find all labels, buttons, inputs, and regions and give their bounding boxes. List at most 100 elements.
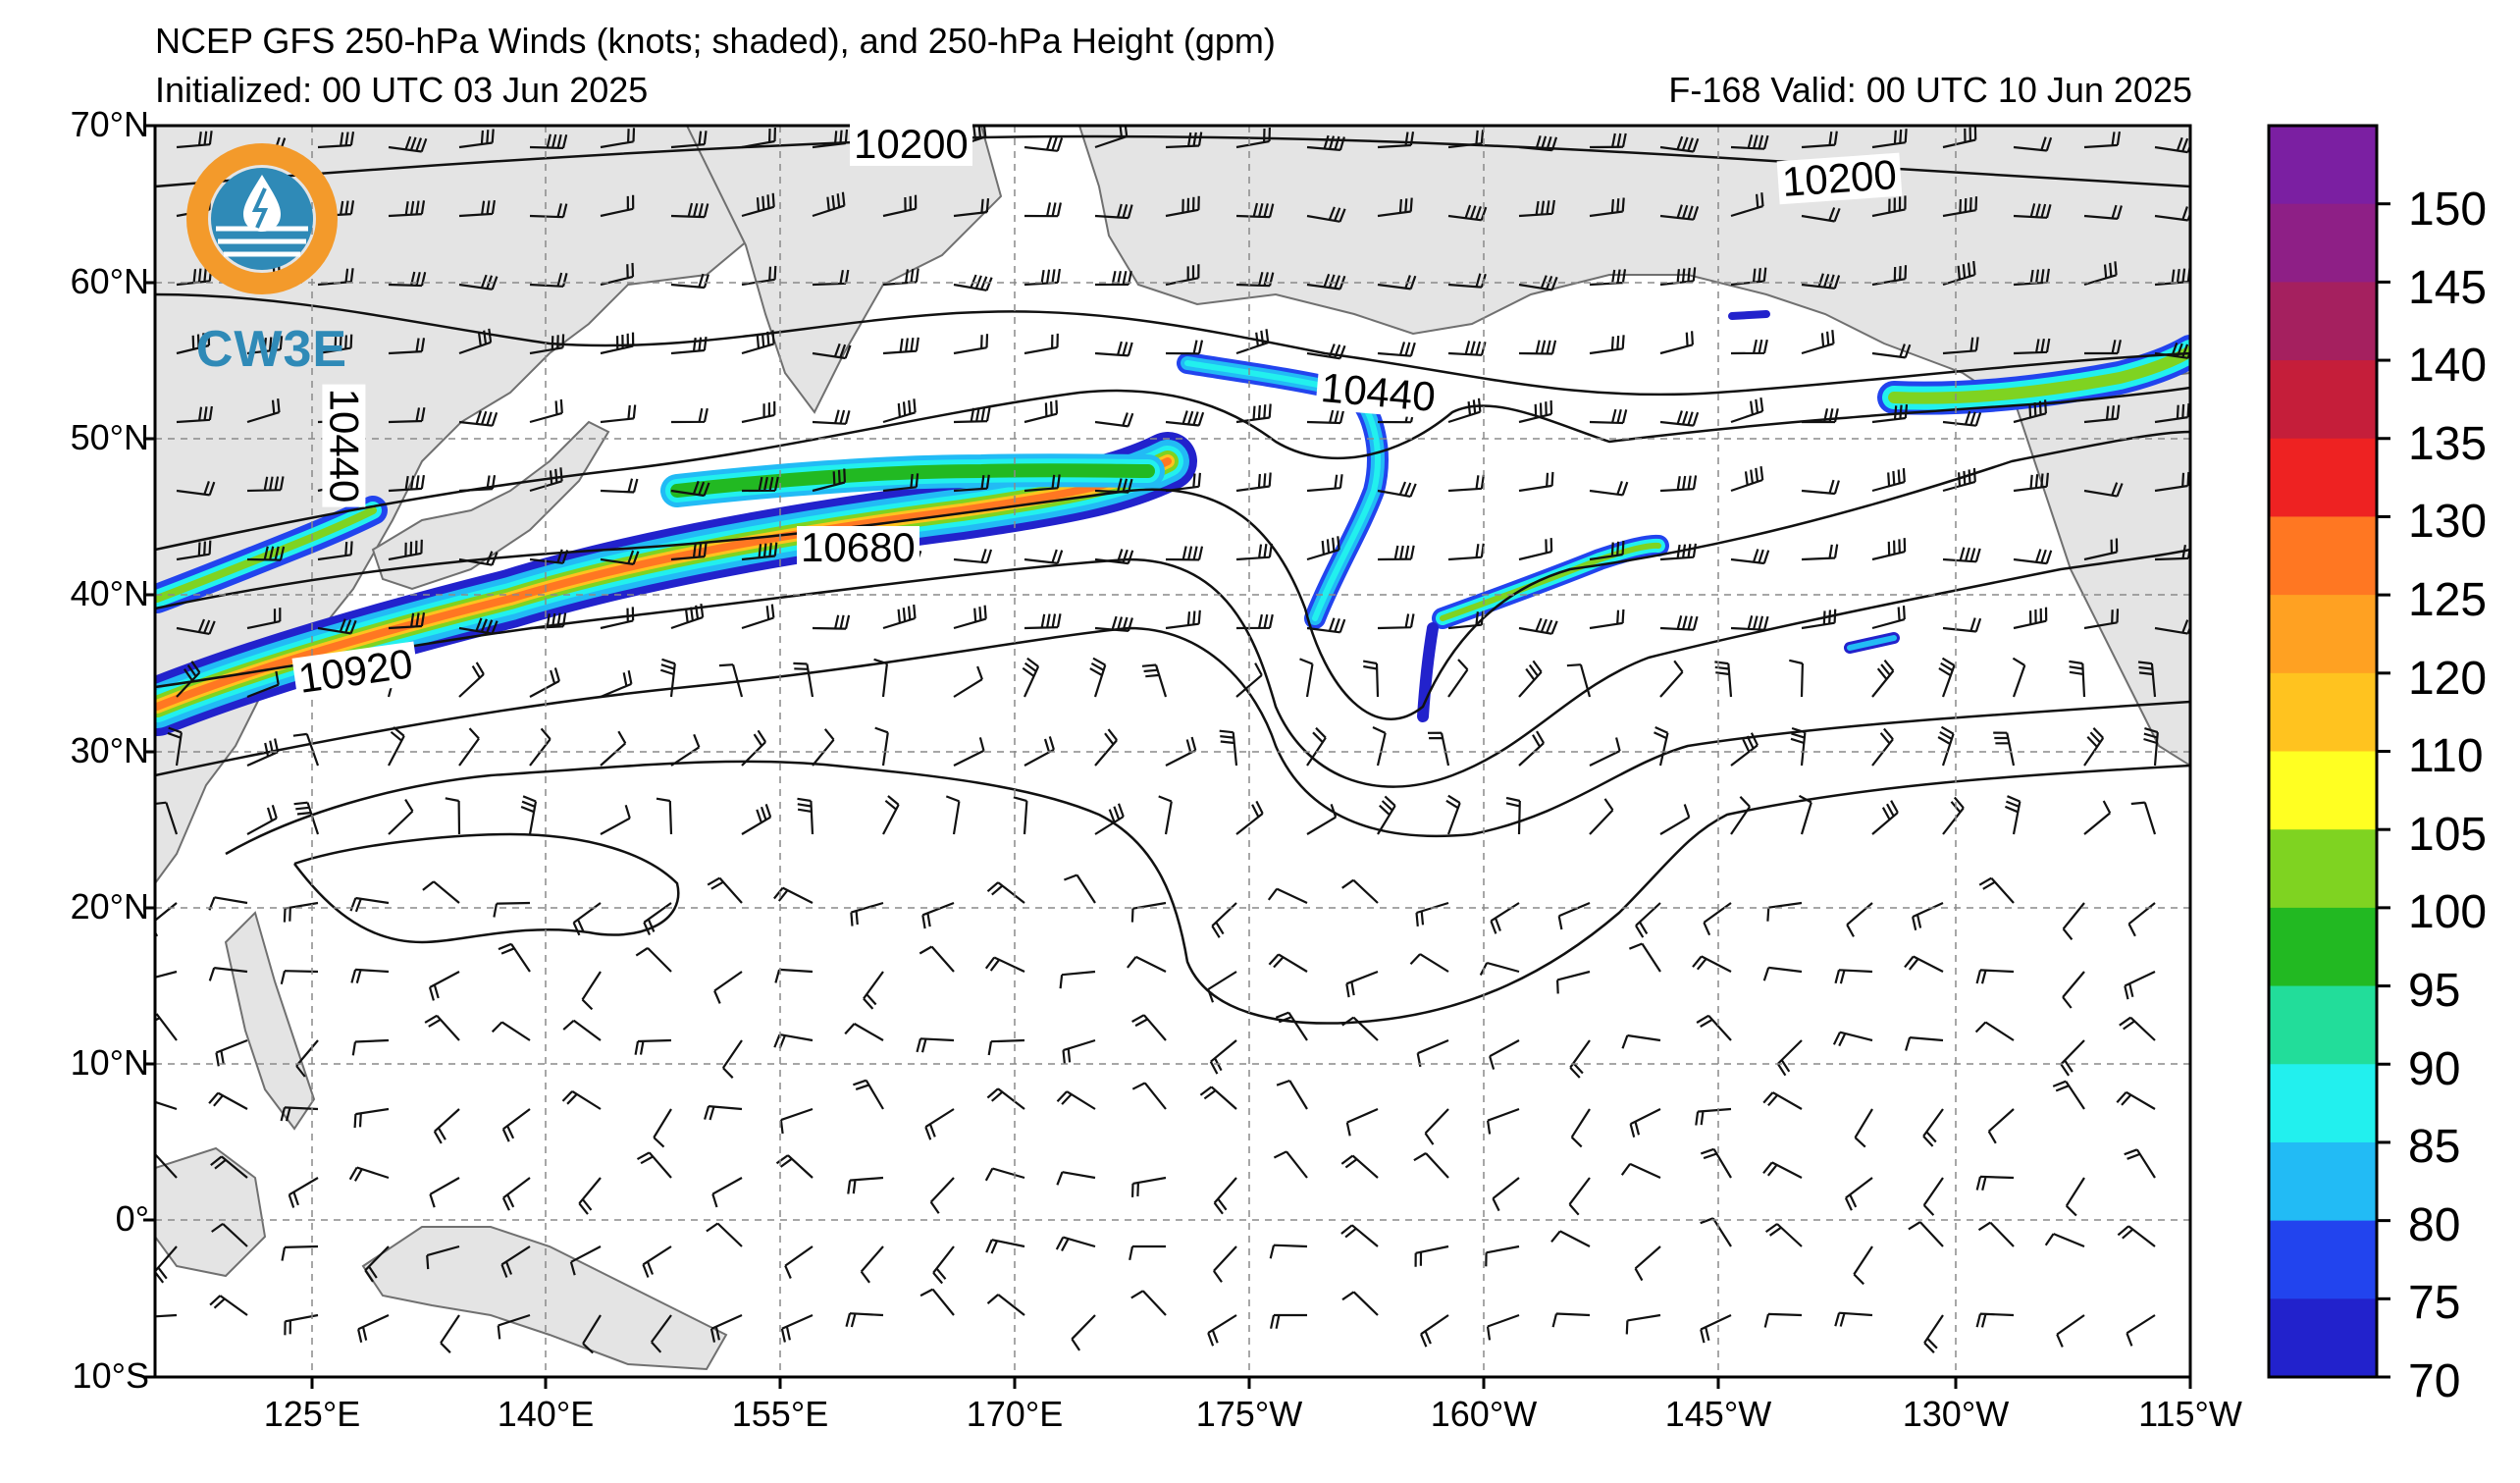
wind-barb: [246, 804, 278, 835]
wind-barb: [882, 398, 917, 424]
wind-barb: [1556, 970, 1591, 994]
wind-barb: [2124, 1148, 2156, 1179]
wind-barb: [741, 542, 778, 561]
wind-barb: [1165, 546, 1204, 561]
wind-barb: [155, 1012, 178, 1041]
wind-barb: [1696, 1014, 1732, 1041]
wind-barb: [1871, 265, 1908, 287]
wind-barb: [2065, 1177, 2085, 1217]
wind-barb: [741, 476, 779, 493]
wind-barb: [1659, 660, 1684, 698]
wind-barb: [1871, 606, 1906, 630]
colorbar-label: 135: [2408, 418, 2488, 470]
wind-barb: [155, 801, 179, 835]
wind-barb: [1801, 330, 1835, 355]
wind-barb: [155, 1100, 178, 1111]
wind-barb: [1557, 901, 1591, 930]
wind-barb: [651, 1314, 672, 1353]
wind-barb: [1589, 408, 1628, 425]
wind-barb: [953, 605, 987, 630]
wind-barb: [953, 474, 990, 493]
wind-barb: [1306, 474, 1343, 493]
cw3e-logo: CW3E: [179, 135, 365, 378]
wind-barb: [709, 1313, 743, 1343]
wind-barb: [388, 338, 426, 355]
wind-barb: [1273, 1150, 1308, 1179]
wind-barb: [1207, 1314, 1237, 1347]
initialized-time: Initialized: 00 UTC 03 Jun 2025: [155, 70, 649, 110]
wind-barb: [348, 1166, 390, 1182]
wind-barb: [1131, 1082, 1167, 1110]
colorbar-segment: [2269, 672, 2377, 752]
wind-barb: [741, 192, 775, 218]
wind-barb: [953, 198, 990, 218]
wind-barb: [1942, 617, 1982, 633]
jet-shading-band: [155, 506, 377, 603]
colorbar-label: 85: [2408, 1121, 2461, 1173]
wind-barb: [388, 726, 405, 767]
height-contour: [155, 430, 2190, 720]
wind-barb: [600, 404, 637, 424]
wind-barb: [1024, 135, 1064, 152]
wind-barb: [458, 274, 499, 291]
wind-barb: [1844, 1177, 1873, 1211]
wind-barb: [1269, 1244, 1308, 1259]
wind-barb: [953, 737, 985, 767]
wind-barb: [1199, 1086, 1237, 1110]
wind-barb: [1776, 1039, 1803, 1077]
wind-barb: [2083, 482, 2124, 498]
wind-barb: [1871, 468, 1906, 493]
wind-barb: [1447, 397, 1482, 424]
lon-label: 155°E: [731, 1394, 829, 1434]
wind-barb: [2154, 206, 2190, 222]
wind-barb: [2062, 971, 2085, 1009]
wind-barb: [1165, 472, 1201, 493]
wind-barb: [1570, 1108, 1591, 1148]
wind-barb: [1518, 471, 1554, 493]
colorbar-segment: [2269, 829, 2377, 909]
wind-barb: [1267, 887, 1308, 904]
wind-barb: [845, 1312, 884, 1328]
wind-barb: [1377, 545, 1415, 561]
wind-barb: [458, 328, 493, 355]
wind-barb: [1763, 1312, 1803, 1328]
lat-label: 50°N: [70, 417, 149, 457]
wind-barb: [1635, 902, 1661, 938]
wind-barb: [1131, 1176, 1167, 1197]
wind-barb: [1518, 538, 1553, 561]
jet-shading-band: [670, 463, 1155, 498]
wind-barb: [1377, 481, 1417, 498]
wind-barb: [1766, 901, 1803, 922]
wind-barb: [246, 397, 281, 424]
wind-barb: [921, 901, 955, 929]
wind-barb: [882, 473, 919, 493]
wind-barb: [561, 1089, 602, 1110]
wind-barb: [1447, 543, 1485, 561]
contour-label: 10200: [850, 123, 972, 166]
axis-ticks: [143, 124, 2192, 1389]
wind-barb: [1692, 955, 1732, 973]
land-borneo: [155, 1146, 267, 1278]
wind-barb: [812, 191, 846, 218]
wind-barb: [984, 1167, 1025, 1182]
wind-barb: [2062, 902, 2085, 940]
wind-barb: [985, 1239, 1025, 1254]
wind-barb: [1730, 267, 1767, 287]
wind-barb: [1762, 1091, 1803, 1110]
wind-barb: [1427, 731, 1450, 767]
wind-barb: [364, 1245, 390, 1283]
wind-barb: [176, 131, 213, 149]
wind-barb: [659, 658, 676, 698]
wind-barb: [2154, 619, 2190, 635]
wind-barb: [636, 1151, 672, 1179]
wind-barb: [1056, 1090, 1096, 1110]
wind-barb: [388, 135, 428, 153]
wind-barb: [2083, 800, 2112, 835]
wind-barb: [426, 1245, 460, 1270]
logo-emblem-icon: [186, 143, 338, 294]
wind-barb: [653, 1108, 672, 1148]
height-contour: [155, 626, 2190, 838]
wind-barb: [1447, 130, 1485, 149]
colorbar-segment: [2269, 1220, 2377, 1299]
wind-barb: [1625, 1313, 1661, 1335]
